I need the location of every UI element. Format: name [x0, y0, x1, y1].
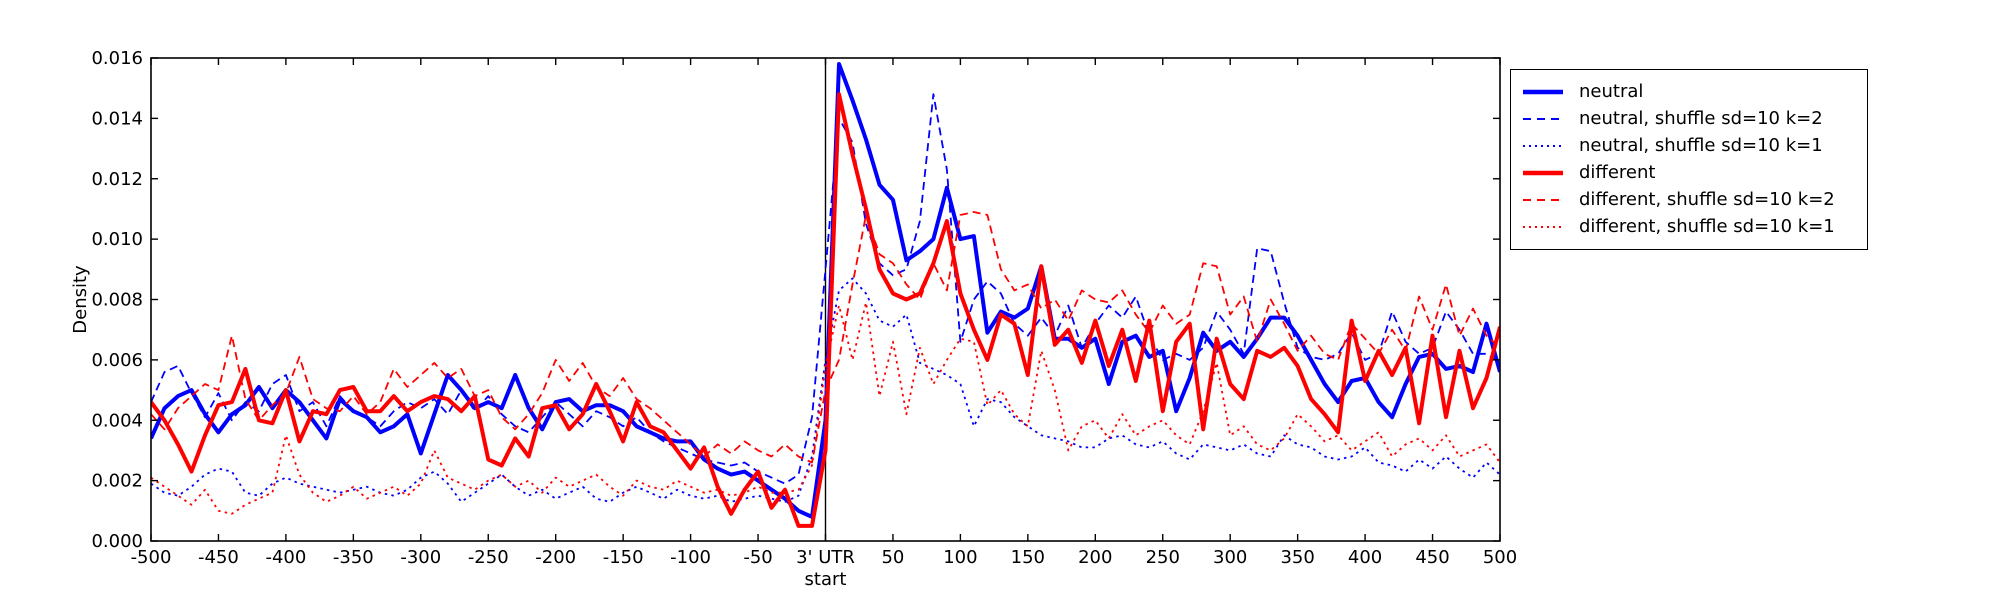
- x-tick-label: 350: [1280, 547, 1314, 568]
- legend-box: neutral neutral, shuffle sd=10 k=2 neutral…: [1510, 69, 1868, 250]
- x-tick-label: -50: [743, 547, 772, 568]
- legend-line-sample-dashed: [1523, 117, 1563, 120]
- x-tick-label: -100: [670, 547, 711, 568]
- y-tick-label: 0.010: [91, 229, 143, 250]
- legend-entry-4: different, shuffle sd=10 k=2: [1521, 187, 1857, 213]
- x-tick-label: -400: [265, 547, 306, 568]
- x-tick-label: 100: [943, 547, 977, 568]
- series-line-3: [151, 92, 1500, 528]
- x-tick-label: -450: [198, 547, 239, 568]
- x-tick-label: 150: [1011, 547, 1045, 568]
- y-tick-label: 0.006: [91, 350, 143, 371]
- y-tick-label: 0.016: [91, 48, 143, 69]
- series-group: [151, 62, 1500, 528]
- legend-label: neutral: [1579, 80, 1644, 102]
- x-tick-label: -350: [333, 547, 374, 568]
- x-tick-label: 300: [1213, 547, 1247, 568]
- legend-entry-5: different, shuffle sd=10 k=1: [1521, 214, 1857, 240]
- legend-label: different, shuffle sd=10 k=2: [1579, 189, 1835, 211]
- x-tick-label: 250: [1146, 547, 1180, 568]
- x-tick-label: 500: [1483, 547, 1517, 568]
- legend-label: neutral, shuffle sd=10 k=2: [1579, 107, 1823, 129]
- x-tick-label: -500: [131, 547, 172, 568]
- y-tick-label: 0.000: [91, 531, 143, 552]
- y-tick-label: 0.014: [91, 108, 143, 129]
- legend-entry-2: neutral, shuffle sd=10 k=1: [1521, 133, 1857, 159]
- x-tick-label: 50: [881, 547, 904, 568]
- legend-entry-3: different: [1521, 160, 1857, 186]
- series-line-5: [151, 301, 1500, 515]
- y-tick-label: 0.004: [91, 410, 143, 431]
- legend-entry-0: neutral: [1521, 79, 1857, 105]
- legend-line-sample-solid: [1523, 89, 1563, 94]
- x-tick-label: -200: [535, 547, 576, 568]
- y-tick-label: 0.002: [91, 471, 143, 492]
- x-tick-label: -250: [468, 547, 509, 568]
- x-tick-label: 450: [1415, 547, 1449, 568]
- legend-line-sample-dotted: [1523, 144, 1563, 147]
- legend-line-sample-dashed: [1523, 199, 1563, 202]
- x-tick-label: 200: [1078, 547, 1112, 568]
- x-axis-label: start: [805, 569, 847, 590]
- x-tick-label: 3' UTR: [796, 547, 855, 568]
- x-tick-label: -300: [400, 547, 441, 568]
- y-tick-label: 0.012: [91, 169, 143, 190]
- legend-line-sample-solid: [1523, 170, 1563, 176]
- x-tick-label: -150: [603, 547, 644, 568]
- legend-label: different, shuffle sd=10 k=1: [1579, 216, 1835, 238]
- legend-label: neutral, shuffle sd=10 k=1: [1579, 134, 1823, 156]
- series-line-4: [151, 211, 1500, 464]
- y-tick-label: 0.008: [91, 290, 143, 311]
- legend-entry-1: neutral, shuffle sd=10 k=2: [1521, 106, 1857, 132]
- legend-line-sample-dotted: [1523, 226, 1563, 229]
- legend-label: different: [1579, 162, 1656, 184]
- x-tick-label: 400: [1348, 547, 1382, 568]
- y-axis-label: Density: [70, 265, 91, 334]
- series-line-1: [151, 93, 1500, 485]
